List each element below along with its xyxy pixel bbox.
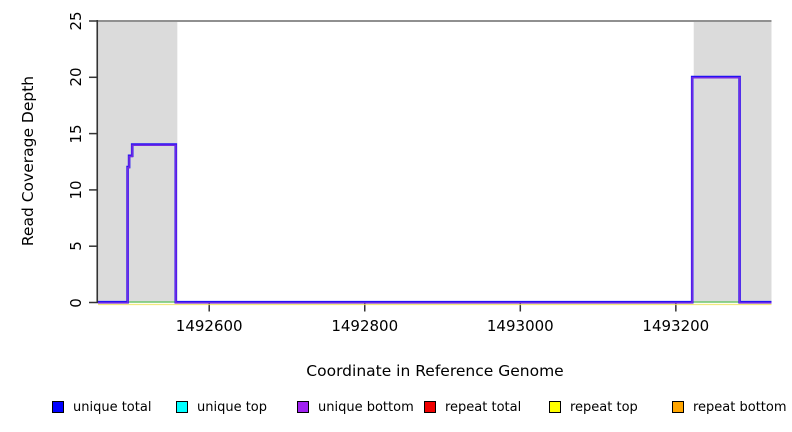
- legend-color-swatch: [549, 401, 561, 413]
- unique-total-line: [98, 75, 772, 304]
- repeat-region-left: [98, 21, 178, 303]
- legend-label: repeat total: [445, 399, 522, 415]
- legend-color-swatch: [176, 401, 188, 413]
- y-tick-label: 15: [67, 124, 85, 144]
- legend-label: repeat top: [570, 399, 638, 415]
- legend-item-repeat-bottom: repeat bottom: [672, 398, 787, 416]
- legend-label: unique total: [73, 399, 152, 415]
- unique-bottom-line: [98, 76, 772, 304]
- legend-color-swatch: [672, 401, 684, 413]
- y-tick-label: 25: [67, 11, 85, 31]
- legend-label: unique top: [197, 399, 268, 415]
- y-tick-label: 5: [67, 241, 85, 251]
- y-tick-label: 10: [67, 180, 85, 200]
- legend-color-swatch: [52, 401, 64, 413]
- y-tick-label: 20: [67, 67, 85, 87]
- y-axis-title: Read Coverage Depth: [19, 75, 37, 247]
- legend-item-unique-bottom: unique bottom: [297, 398, 414, 416]
- repeat-region-right: [693, 21, 772, 303]
- x-tick-label: 1492600: [175, 317, 243, 335]
- legend-label: repeat bottom: [693, 399, 787, 415]
- legend-color-swatch: [424, 401, 436, 413]
- x-tick-label: 1493200: [642, 317, 710, 335]
- x-axis-title: Coordinate in Reference Genome: [306, 362, 564, 380]
- legend-item-repeat-total: repeat total: [424, 398, 521, 416]
- legend-item-unique-total: unique total: [52, 398, 151, 416]
- legend-item-repeat-top: repeat top: [549, 398, 638, 416]
- legend-color-swatch: [297, 401, 309, 413]
- legend-item-unique-top: unique top: [176, 398, 267, 416]
- x-tick-label: 1493000: [486, 317, 554, 335]
- legend-label: unique bottom: [318, 399, 414, 415]
- chart-legend: unique total unique top unique bottom repea…: [0, 398, 792, 422]
- x-tick-label: 1492800: [331, 317, 399, 335]
- y-tick-label: 0: [67, 297, 85, 308]
